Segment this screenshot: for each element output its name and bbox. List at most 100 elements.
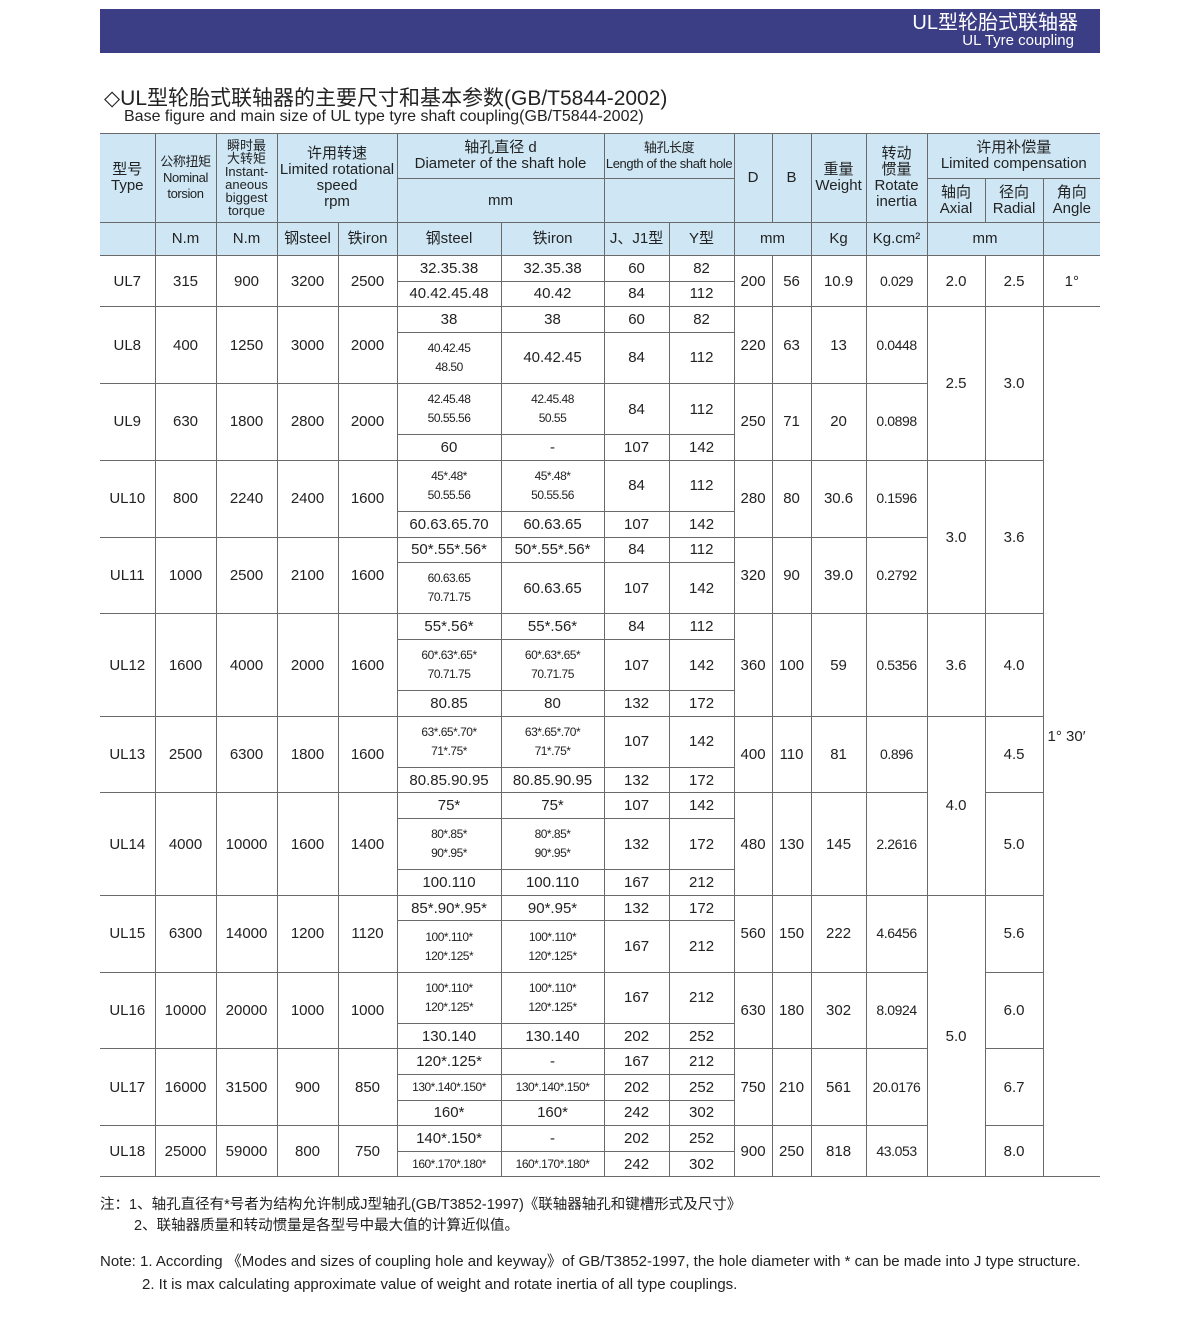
banner-title-cn: UL型轮胎式联轴器 — [912, 12, 1078, 34]
unit-inertia: Kg.cm² — [865, 222, 928, 256]
angle-compensation: 1° — [1042, 254, 1101, 308]
diameter-iron: 40.42.45 — [500, 331, 605, 384]
length-y: 252 — [668, 1074, 735, 1101]
instant-torque: 31500 — [215, 1048, 278, 1127]
rotate-inertia: 4.6456 — [865, 894, 928, 973]
nominal-torsion: 4000 — [154, 792, 217, 896]
speed-iron: 850 — [337, 1048, 398, 1127]
rotate-inertia: 0.0898 — [865, 382, 928, 461]
length-y: 112 — [668, 382, 735, 436]
length-y: 252 — [668, 1022, 735, 1050]
header-B: B — [771, 133, 812, 223]
model-type: UL13 — [100, 715, 156, 794]
table-row: 160*.170*.180* 160*.170*.180* 242 302 — [100, 1150, 1100, 1178]
speed-steel: 3000 — [276, 306, 339, 384]
length-j: 132 — [603, 690, 670, 717]
radial-compensation: 8.0 — [984, 1125, 1044, 1178]
speed-steel: 1600 — [276, 792, 339, 896]
rotate-inertia: 0.896 — [865, 715, 928, 794]
radial-compensation: 4.5 — [984, 715, 1044, 794]
header-type: 型号 Type — [100, 133, 156, 223]
unit-type-blank — [100, 222, 156, 256]
radial-compensation: 3.0 — [984, 306, 1044, 461]
speed-steel: 800 — [276, 1125, 339, 1178]
table-row: 130.140 130.140 202 252 — [100, 1022, 1100, 1050]
diameter-iron: 100.110 — [500, 869, 605, 896]
unit-j-type: J、J1型 — [603, 222, 670, 256]
length-y: 142 — [668, 562, 735, 615]
radial-compensation: 5.0 — [984, 792, 1044, 896]
speed-iron: 750 — [337, 1125, 398, 1178]
weight: 20 — [810, 382, 867, 461]
nominal-torsion: 400 — [154, 306, 217, 384]
length-j: 107 — [603, 510, 670, 538]
speed-iron: 1120 — [337, 894, 398, 973]
dimension-D: 900 — [733, 1125, 773, 1178]
length-y: 212 — [668, 920, 735, 973]
diameter-iron: 90*.95* — [500, 894, 605, 922]
table-row: UL15 6300 14000 1200 1120 85*.90*.95* 90*.95* 1… — [100, 894, 1100, 1178]
weight: 222 — [810, 894, 867, 973]
speed-steel: 2400 — [276, 459, 339, 538]
length-j: 107 — [603, 715, 670, 768]
dimension-D: 280 — [733, 459, 773, 538]
length-y: 142 — [668, 715, 735, 768]
diameter-iron: 42.45.48 50.55 — [500, 382, 605, 436]
spec-table: 型号 Type 公称扭矩 Nominal torsion 瞬时最 大转矩 Ins… — [100, 133, 1101, 1178]
diameter-steel: 80.85.90.95 — [397, 766, 502, 794]
diameter-iron: 60.63.65 — [500, 562, 605, 615]
speed-steel: 3200 — [276, 254, 339, 308]
length-j: 107 — [603, 434, 670, 461]
rotate-inertia: 0.0448 — [865, 306, 928, 384]
speed-iron: 1000 — [337, 971, 398, 1050]
model-type: UL11 — [100, 536, 156, 615]
dimension-B: 150 — [771, 894, 812, 973]
table-row: UL14 4000 10000 1600 1400 75* 75* 107 142 480 130 1… — [100, 792, 1100, 896]
radial-compensation: 4.0 — [984, 613, 1044, 717]
header-D: D — [733, 133, 773, 223]
weight: 81 — [810, 715, 867, 794]
weight: 302 — [810, 971, 867, 1050]
radial-compensation: 3.6 — [984, 459, 1044, 615]
dimension-B: 80 — [771, 459, 812, 538]
nominal-torsion: 6300 — [154, 894, 217, 973]
table-row: 60.63.65 70.71.75 60.63.65 107 142 — [100, 562, 1100, 615]
diameter-iron: 32.35.38 — [500, 255, 605, 282]
unit-d-iron: 铁iron — [500, 222, 605, 256]
diameter-iron: 50*.55*.56* — [500, 536, 605, 564]
weight: 561 — [810, 1048, 867, 1127]
instant-torque: 4000 — [215, 613, 278, 717]
instant-torque: 59000 — [215, 1125, 278, 1178]
length-j: 84 — [603, 280, 670, 308]
nominal-torsion: 10000 — [154, 971, 217, 1050]
table-row: 160* 160* 242 302 — [100, 1099, 1100, 1127]
table-row: 80.85.90.95 80.85.90.95 132 172 — [100, 766, 1100, 794]
rotate-inertia: 0.1596 — [865, 459, 928, 538]
diameter-iron: 40.42 — [500, 280, 605, 308]
length-y: 172 — [668, 690, 735, 717]
diameter-steel: 100.110 — [397, 869, 502, 896]
table-row: 100*.110* 120*.125* 100*.110* 120*.125* 16… — [100, 920, 1100, 973]
header-weight: 重量 Weight — [810, 133, 867, 223]
length-j: 202 — [603, 1074, 670, 1101]
length-j: 167 — [603, 869, 670, 896]
length-y: 252 — [668, 1125, 735, 1152]
length-y: 212 — [668, 869, 735, 896]
axial-compensation: 3.0 — [926, 459, 986, 615]
table-row: UL12 1600 4000 2000 1600 55*.56* 55*.56* 84 112 3… — [100, 613, 1100, 717]
diameter-steel: 63*.65*.70* 71*.75* — [396, 715, 502, 768]
header-axial: 轴向 Axial — [926, 178, 986, 223]
diameter-steel: 140*.150* — [396, 1125, 502, 1152]
length-y: 142 — [668, 792, 735, 820]
diameter-iron: - — [500, 1125, 605, 1152]
speed-steel: 1200 — [276, 894, 339, 973]
table-row: UL10 800 2240 2400 1600 45*.48* 50.55.56 45*.4… — [100, 459, 1100, 615]
diameter-steel: 100*.110* 120*.125* — [396, 971, 502, 1024]
diameter-steel: 38 — [396, 306, 502, 333]
length-j: 84 — [603, 613, 670, 640]
weight: 10.9 — [810, 254, 867, 308]
unit-weight: Kg — [810, 222, 867, 256]
length-y: 142 — [668, 510, 735, 538]
radial-compensation: 5.6 — [984, 894, 1044, 973]
rotate-inertia: 0.5356 — [865, 613, 928, 717]
